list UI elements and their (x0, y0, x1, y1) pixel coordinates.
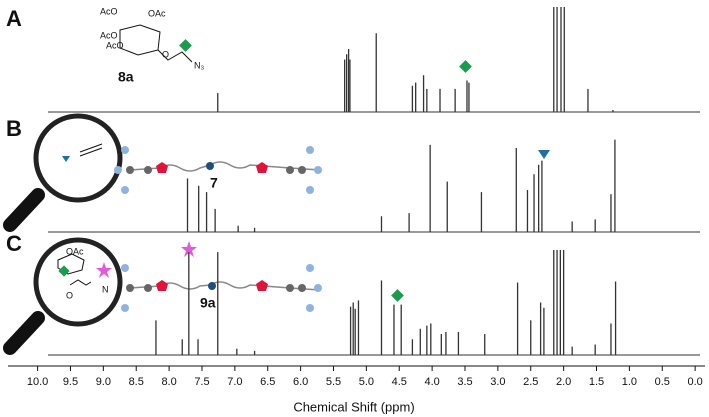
x-tick-label: 8.5 (129, 376, 144, 388)
marker-diamond (459, 60, 472, 73)
panel-label: C (6, 231, 22, 256)
linker-b (114, 146, 322, 194)
marker-diamond (391, 289, 404, 302)
x-tick-label: 3.5 (457, 376, 472, 388)
x-tick-label: 10.0 (27, 376, 48, 388)
panel-label: A (6, 6, 22, 31)
x-tick-label: 2.0 (556, 376, 571, 388)
structure-text: N₃ (194, 60, 204, 70)
structure-text: OAc (148, 8, 166, 18)
structure-text: AcO (100, 6, 118, 16)
x-tick-label: 4.5 (392, 376, 407, 388)
x-tick-label: 4.0 (424, 376, 439, 388)
structure-text: O (162, 49, 169, 59)
x-tick-label: 0.0 (687, 376, 702, 388)
x-tick-label: 7.0 (227, 376, 242, 388)
x-tick-label: 5.5 (326, 376, 341, 388)
x-tick-label: 1.0 (622, 376, 637, 388)
x-tick-label: 7.5 (194, 376, 209, 388)
x-tick-label: 6.0 (293, 376, 308, 388)
compound-label: 7 (210, 175, 218, 191)
x-tick-label: 9.5 (63, 376, 78, 388)
x-tick-label: 6.5 (260, 376, 275, 388)
x-tick-label: 3.0 (490, 376, 505, 388)
compound-label: 8a (118, 69, 134, 85)
structure-text: AcO (106, 40, 124, 50)
x-tick-label: 1.5 (589, 376, 604, 388)
structure-text: OAc (66, 246, 84, 256)
magnifier-b (3, 113, 123, 232)
x-tick-label: 0.5 (655, 376, 670, 388)
panel-label: B (6, 116, 22, 141)
structure-a (119, 24, 193, 63)
compound-label: 9a (200, 295, 216, 311)
structure-text: N (102, 284, 109, 294)
marker-star (181, 241, 197, 257)
magnifier-c (3, 237, 123, 355)
linker-c (121, 264, 322, 312)
marker-diamond (179, 39, 192, 52)
x-tick-label: 2.5 (523, 376, 538, 388)
x-axis-title: Chemical Shift (ppm) (293, 399, 414, 414)
marker-triangle (538, 150, 550, 159)
x-tick-label: 5.0 (359, 376, 374, 388)
x-tick-label: 9.0 (96, 376, 111, 388)
structure-text: O (66, 290, 73, 300)
x-tick-label: 8.0 (161, 376, 176, 388)
structure-text: AcO (100, 30, 118, 40)
